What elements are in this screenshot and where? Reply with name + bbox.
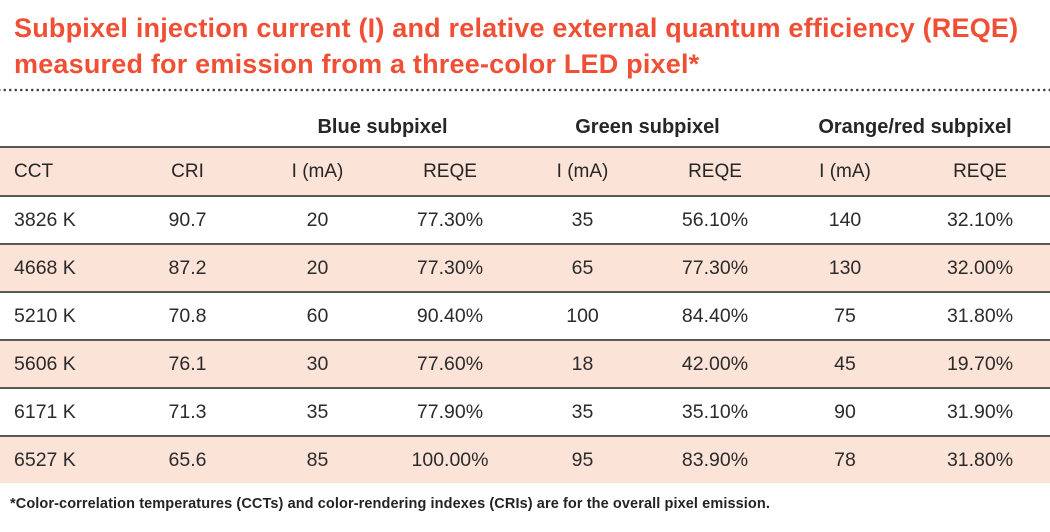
cell-cct: 3826 K (14, 208, 76, 231)
cell-orange-current: 90 (834, 400, 856, 423)
cell-orange-current: 75 (834, 304, 856, 327)
cell-cct: 4668 K (14, 256, 76, 279)
cell-orange-reqe: 31.90% (946, 400, 1014, 423)
footnote: *Color-correlation temperatures (CCTs) a… (10, 496, 770, 512)
cell-cri: 90.7 (168, 208, 207, 231)
cell-green-current: 100 (566, 304, 599, 327)
col-header-cct: CCT (14, 160, 54, 182)
cell-blue-reqe: 77.30% (416, 256, 484, 279)
figure-title: Subpixel injection current (I) and relat… (14, 13, 1019, 79)
col-header-green-reqe: REQE (688, 160, 742, 182)
cell-cct: 6527 K (14, 448, 76, 471)
cell-orange-current: 140 (828, 208, 862, 231)
cell-green-reqe: 35.10% (681, 400, 749, 423)
group-header-green: Green subpixel (515, 92, 780, 147)
cell-orange-current: 45 (834, 352, 856, 375)
col-header-blue-reqe: REQE (423, 160, 477, 182)
table-row: 5210 K 70.8 60 90.40% 100 84.40% 75 31.8… (0, 292, 1050, 340)
cell-orange-reqe: 19.70% (946, 352, 1014, 375)
cell-cct: 5210 K (14, 304, 76, 327)
cell-blue-reqe: 77.90% (416, 400, 484, 423)
group-header-spacer (0, 92, 250, 147)
cell-green-reqe: 83.90% (681, 448, 749, 471)
cell-green-reqe: 42.00% (681, 352, 749, 375)
cell-blue-reqe: 77.60% (416, 352, 484, 375)
cell-orange-reqe: 31.80% (946, 448, 1014, 471)
col-header-orange-current: I (mA) (819, 160, 871, 182)
cell-blue-current: 35 (306, 400, 329, 423)
col-header-orange-reqe: REQE (953, 160, 1007, 182)
cell-cri: 65.6 (168, 448, 207, 471)
cell-orange-current: 78 (834, 448, 856, 471)
col-header-green-current: I (mA) (556, 160, 609, 182)
cell-green-reqe: 56.10% (681, 208, 749, 231)
data-table: Blue subpixel Green subpixel Orange/red … (0, 92, 1050, 483)
group-header-orange-red: Orange/red subpixel (780, 92, 1050, 147)
table-row: 3826 K 90.7 20 77.30% 35 56.10% 140 32.1… (0, 196, 1050, 244)
dotted-divider (0, 88, 1050, 92)
cell-cct: 5606 K (14, 352, 76, 375)
cell-cri: 76.1 (168, 352, 207, 375)
cell-green-current: 65 (571, 256, 594, 279)
cell-green-reqe: 84.40% (681, 304, 749, 327)
led-table-figure: Subpixel injection current (I) and relat… (0, 10, 1050, 512)
col-header-blue-current: I (mA) (291, 160, 344, 182)
cell-blue-current: 20 (306, 208, 329, 231)
cell-orange-current: 130 (828, 256, 862, 279)
cell-green-current: 35 (571, 400, 594, 423)
cell-orange-reqe: 32.00% (946, 256, 1014, 279)
cell-orange-reqe: 31.80% (946, 304, 1014, 327)
group-header-blue: Blue subpixel (250, 92, 515, 147)
col-header-cri: CRI (171, 160, 204, 182)
cell-cct: 6171 K (14, 400, 76, 423)
cell-orange-reqe: 32.10% (946, 208, 1014, 231)
cell-cri: 70.8 (168, 304, 207, 327)
table-row: 5606 K 76.1 30 77.60% 18 42.00% 45 19.70… (0, 340, 1050, 388)
cell-blue-current: 85 (306, 448, 329, 471)
cell-green-current: 35 (571, 208, 594, 231)
group-header-row: Blue subpixel Green subpixel Orange/red … (0, 92, 1050, 147)
table-row: 6527 K 65.6 85 100.00% 95 83.90% 78 31.8… (0, 436, 1050, 483)
cell-blue-reqe: 77.30% (416, 208, 484, 231)
cell-blue-current: 20 (306, 256, 329, 279)
cell-blue-current: 30 (306, 352, 329, 375)
cell-green-current: 95 (571, 448, 594, 471)
cell-blue-reqe: 90.40% (416, 304, 484, 327)
cell-cri: 71.3 (168, 400, 207, 423)
cell-green-reqe: 77.30% (681, 256, 749, 279)
cell-blue-current: 60 (306, 304, 329, 327)
table-row: 4668 K 87.2 20 77.30% 65 77.30% 130 32.0… (0, 244, 1050, 292)
cell-blue-reqe: 100.00% (411, 448, 489, 471)
cell-cri: 87.2 (168, 256, 207, 279)
table-row: 6171 K 71.3 35 77.90% 35 35.10% 90 31.90… (0, 388, 1050, 436)
column-header-row: CCT CRI I (mA) REQE I (mA) REQE I (mA) R… (0, 147, 1050, 196)
cell-green-current: 18 (571, 352, 594, 375)
